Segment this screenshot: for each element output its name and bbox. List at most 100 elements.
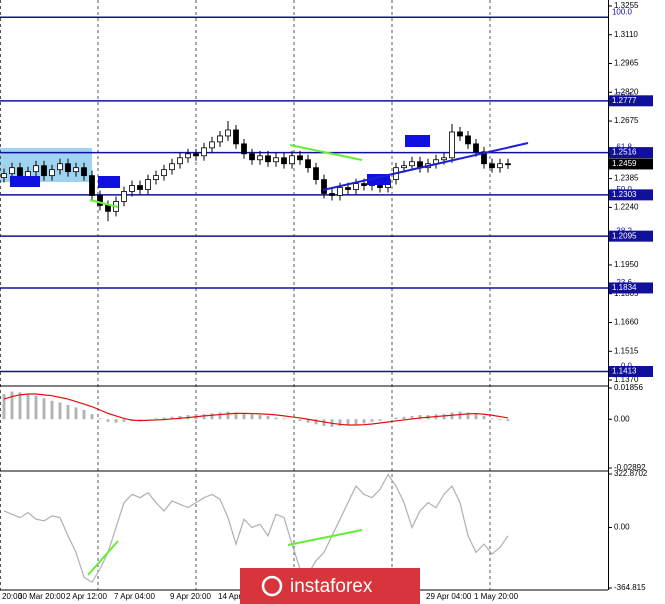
histogram-bar <box>482 415 486 420</box>
histogram-bar <box>162 417 166 420</box>
price-box-label: 1.2777 <box>612 96 637 105</box>
candle-body <box>249 153 255 161</box>
histogram-bar <box>210 413 214 420</box>
price-box <box>609 230 653 242</box>
marker-box <box>405 135 430 147</box>
histogram-bar <box>258 415 262 420</box>
candle-body <box>137 185 143 190</box>
histogram-bar <box>98 418 102 420</box>
histogram-bar <box>202 414 206 420</box>
y-tick-label: 0.00 <box>614 414 630 423</box>
drawings-under <box>0 0 491 590</box>
histogram-bar <box>346 419 350 426</box>
y-tick-label: 1.1950 <box>614 260 639 269</box>
histogram-bar <box>274 417 278 420</box>
marker-box <box>367 174 390 185</box>
price-box-label: 1.2303 <box>612 190 637 199</box>
y-tick-label: 1.2820 <box>614 87 639 96</box>
candle-body <box>337 187 343 196</box>
candle-body <box>217 135 223 143</box>
histogram-bar <box>18 392 22 420</box>
candle-body <box>481 151 487 165</box>
histogram-bar <box>298 419 302 421</box>
candle-body <box>497 163 503 169</box>
histogram-bar <box>82 410 86 420</box>
candle-body <box>129 185 135 192</box>
axes: 1.3255 1.3110 1.2965 1.2820 1.2675 1.2385 1.22… <box>2 1 653 601</box>
price-box <box>609 282 653 294</box>
x-tick-label: 30 Mar 20:00 <box>18 592 66 601</box>
marker-box <box>98 176 120 188</box>
candle-body <box>41 165 47 177</box>
histogram-bar <box>138 419 142 421</box>
histogram-bar <box>474 414 478 420</box>
current-price-box <box>609 158 653 170</box>
candle-body <box>177 157 183 165</box>
candle-body <box>233 129 239 145</box>
histogram-bar <box>226 411 230 420</box>
histogram-bar <box>378 419 382 421</box>
y-tick-label: 1.2965 <box>614 59 639 68</box>
candle-body <box>73 167 79 173</box>
histogram-bar <box>122 419 126 422</box>
histogram-bar <box>490 418 494 420</box>
candle-body <box>297 155 303 161</box>
y-tick-label: 1.1660 <box>614 318 639 327</box>
histogram-bar <box>170 416 174 420</box>
price-box <box>609 95 653 107</box>
candle-body <box>257 155 263 161</box>
candle-body <box>353 183 359 190</box>
candle-body <box>209 141 215 149</box>
watermark: instaforex <box>240 568 420 604</box>
x-tick-label: 14 Apr <box>218 592 241 601</box>
divergence-line <box>287 529 363 546</box>
candle-body <box>241 143 247 155</box>
histogram-bar <box>74 407 78 420</box>
candle-body <box>1 173 7 179</box>
histogram-bar <box>370 419 374 422</box>
candle-body <box>273 157 279 163</box>
histogram-bar <box>58 402 62 420</box>
candle-body <box>265 155 271 163</box>
histogram-bar <box>234 412 238 420</box>
watermark-text: instaforex <box>290 576 373 597</box>
histogram-bar <box>458 411 462 420</box>
histogram-bar <box>402 416 406 420</box>
histogram-bar <box>498 419 502 421</box>
candle-body <box>57 163 63 171</box>
fib-label: 100.0 <box>612 7 633 16</box>
candle-body <box>329 193 335 196</box>
indicator-line <box>3 473 509 584</box>
candle-body <box>185 153 191 159</box>
price-box <box>609 147 653 159</box>
y-tick-label: 1.2385 <box>614 174 639 183</box>
price-box <box>609 189 653 201</box>
divergence-line <box>289 144 363 161</box>
candle-body <box>345 187 351 190</box>
histogram-bar <box>42 398 46 420</box>
signal-line <box>3 393 509 426</box>
candle-body <box>193 153 199 157</box>
candle-body <box>361 183 367 186</box>
histogram-bar <box>338 419 342 427</box>
y-tick-label: 1.2675 <box>614 116 639 125</box>
candle-body <box>121 191 127 202</box>
histogram-bar <box>450 412 454 420</box>
price-box-label: 1.2516 <box>612 148 637 157</box>
candle-body <box>281 157 287 165</box>
divergence-line <box>87 540 119 576</box>
candle-body <box>145 179 151 190</box>
candle-body <box>65 163 71 173</box>
divergence-line <box>89 199 119 208</box>
y-tick-label: -0.02892 <box>614 463 646 472</box>
x-tick-label: 20:00 <box>2 592 23 601</box>
histogram-bar <box>322 419 326 427</box>
histogram-bar <box>50 400 54 420</box>
candle-body <box>289 155 295 165</box>
candle-body <box>505 163 511 166</box>
x-tick-label: 29 Apr 04:00 <box>426 592 472 601</box>
histogram-bar <box>26 393 30 420</box>
candle-body <box>401 165 407 169</box>
y-tick-label: 0.01856 <box>614 383 643 392</box>
